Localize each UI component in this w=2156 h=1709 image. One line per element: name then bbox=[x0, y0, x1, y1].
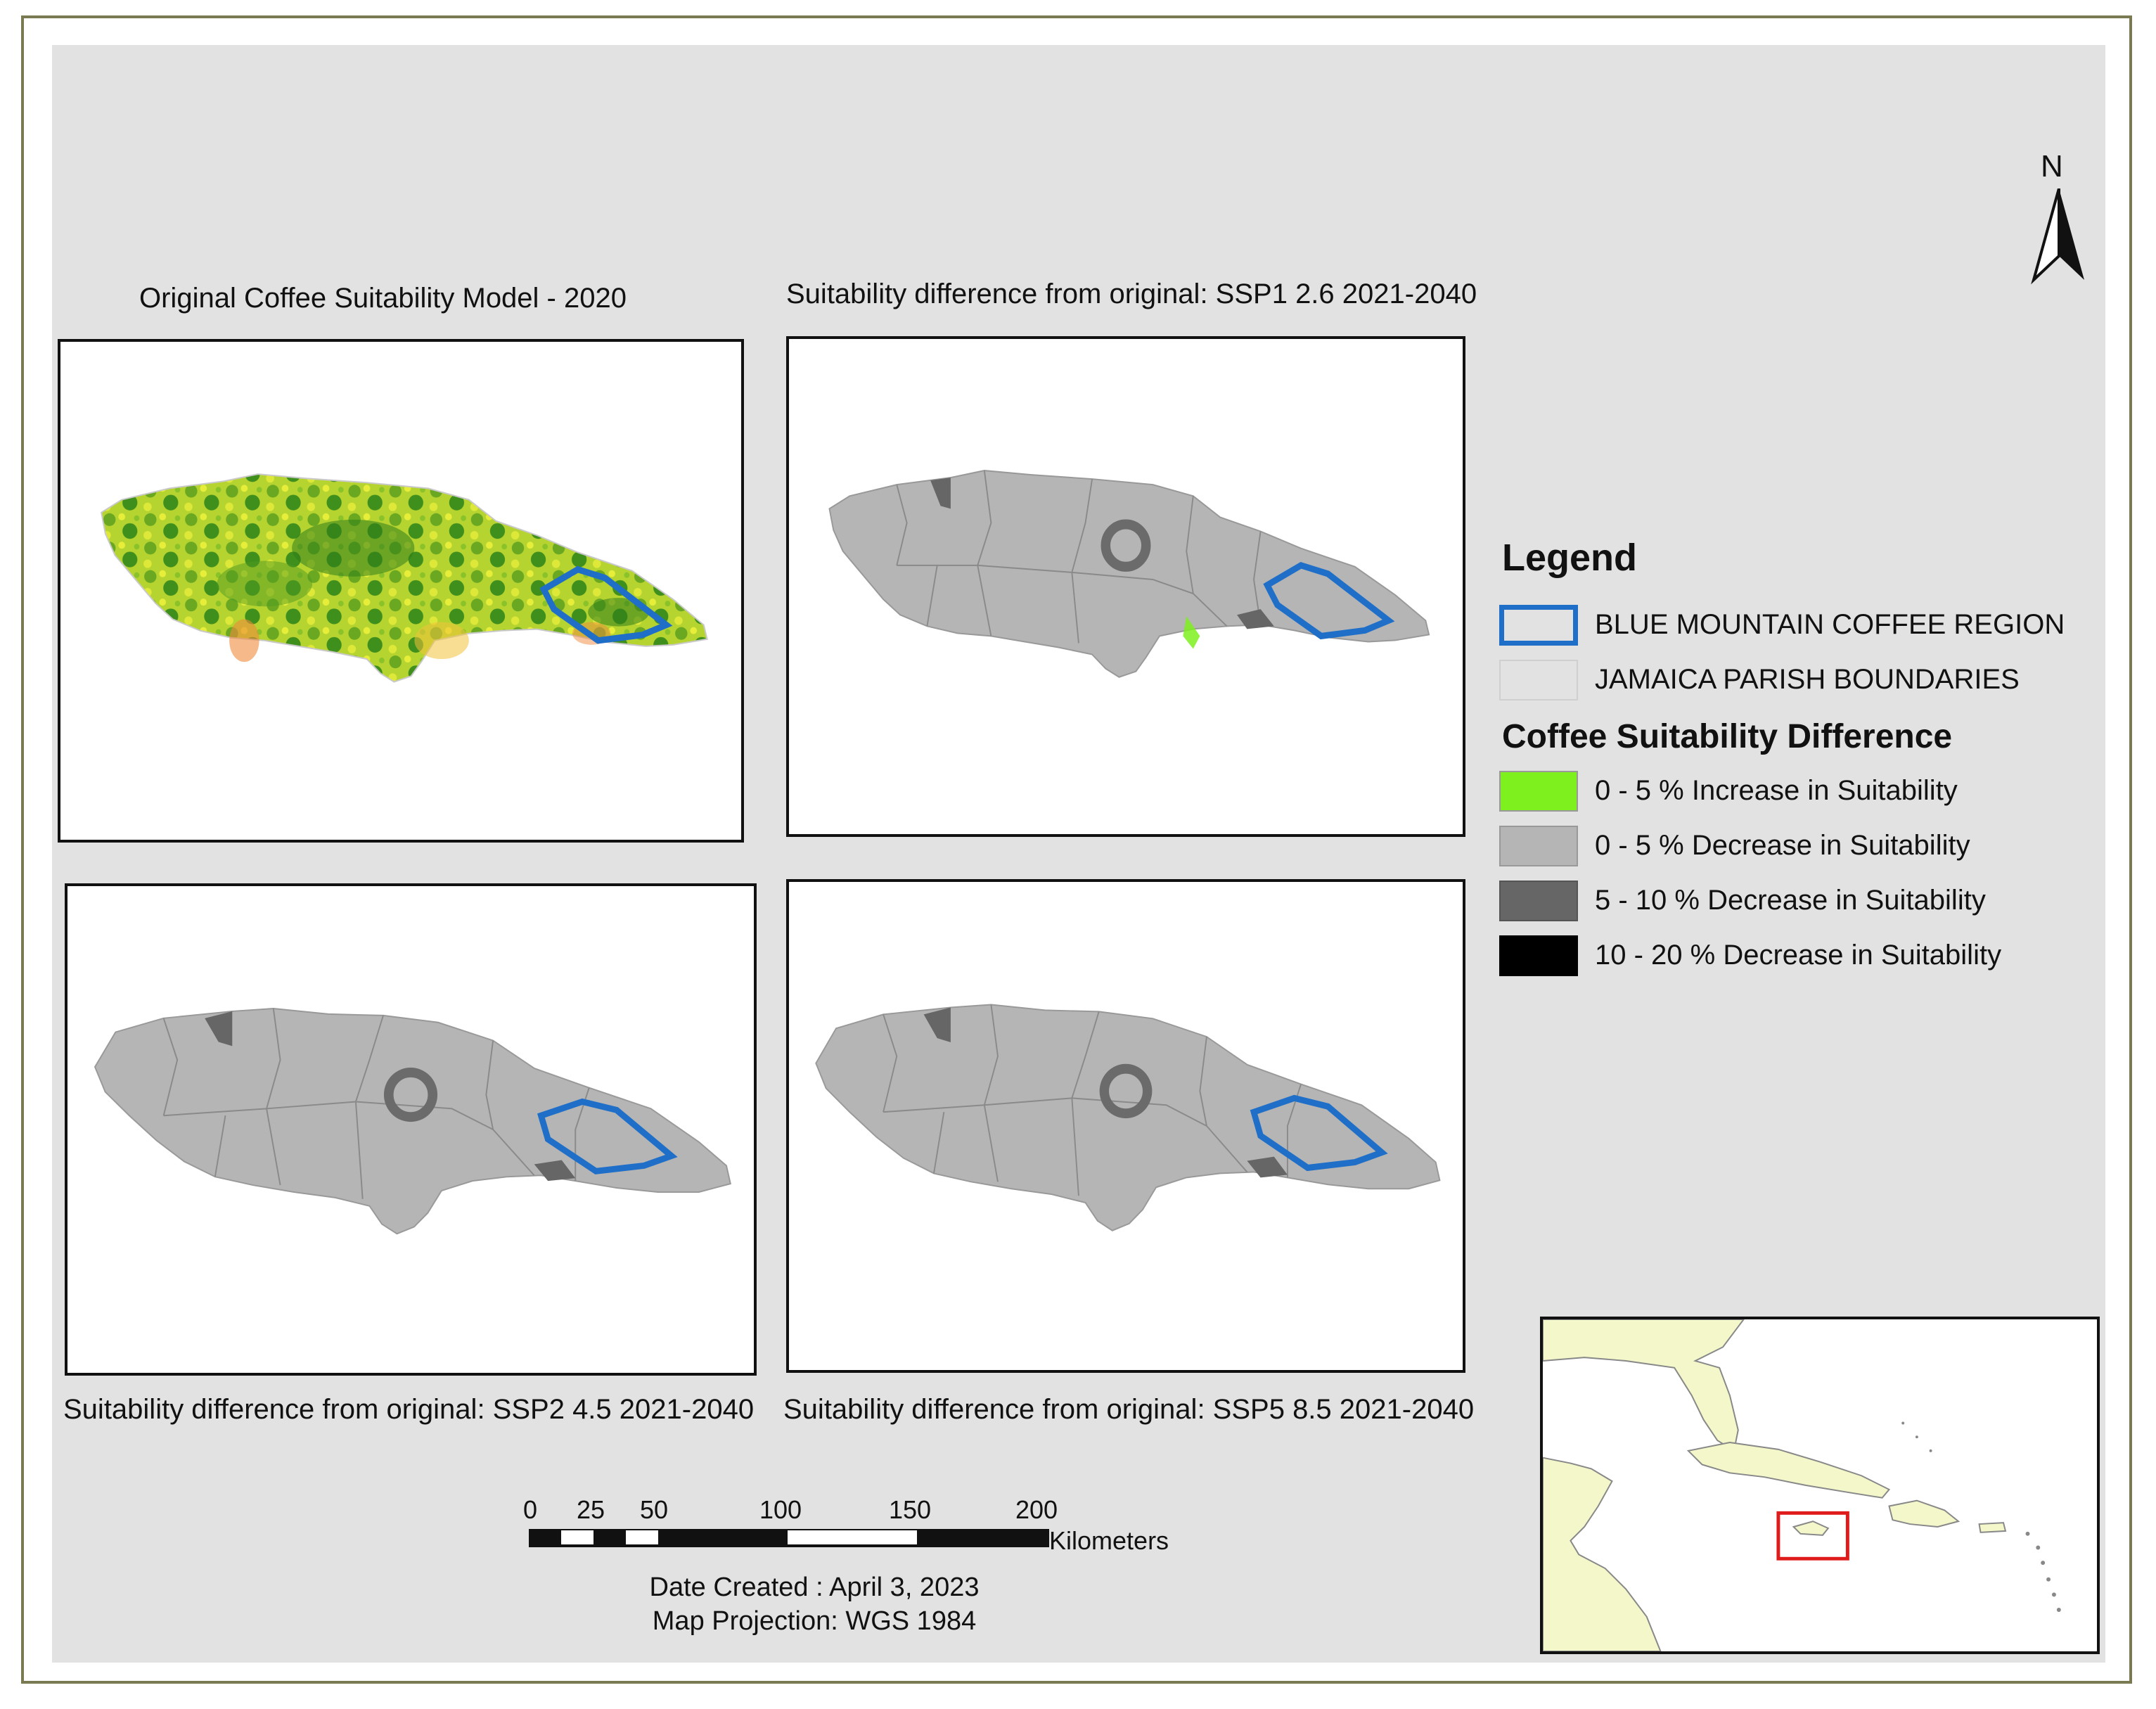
cuba bbox=[1686, 1442, 1891, 1499]
panel-title-ssp2: Suitability difference from original: SS… bbox=[63, 1394, 755, 1425]
jamaica-island bbox=[100, 473, 708, 683]
scale-tick-label: 0 bbox=[523, 1495, 538, 1524]
moderate-decrease-area bbox=[1247, 1156, 1288, 1178]
north-arrow-icon bbox=[2031, 188, 2084, 285]
legend-label: 0 - 5 % Decrease in Suitability bbox=[1595, 830, 1970, 861]
scale-bar-graphic bbox=[529, 1529, 1049, 1547]
moderate-decrease-area bbox=[534, 1160, 576, 1182]
scale-tick-label: 150 bbox=[889, 1495, 932, 1524]
class-swatch bbox=[1499, 881, 1578, 921]
date-created: Date Created : April 3, 2023 bbox=[649, 1573, 980, 1602]
map-projection: Map Projection: WGS 1984 bbox=[652, 1606, 977, 1636]
inset-locator-map bbox=[1540, 1317, 2100, 1654]
puerto-rico bbox=[1978, 1522, 2007, 1533]
parish-boundaries bbox=[896, 470, 1262, 644]
legend-title: Legend bbox=[1502, 537, 1638, 579]
jamaica-inset bbox=[1792, 1521, 1830, 1536]
suitability-legend-title: Coffee Suitability Difference bbox=[1502, 718, 1953, 755]
scale-tick-label: 25 bbox=[577, 1495, 605, 1524]
map-panel-ssp1 bbox=[786, 336, 1465, 837]
panel-title-original: Original Coffee Suitability Model - 2020 bbox=[139, 283, 627, 314]
legend-label: BLUE MOUNTAIN COFFEE REGION bbox=[1595, 609, 2065, 640]
decrease-ring bbox=[383, 1068, 438, 1122]
map-panel-ssp2 bbox=[65, 883, 757, 1376]
lesser-antilles bbox=[1901, 1421, 2061, 1612]
decrease-ring bbox=[1099, 1063, 1153, 1119]
scale-tick-label: 100 bbox=[759, 1495, 802, 1524]
parish-boundaries bbox=[162, 1008, 590, 1199]
moderate-decrease-area bbox=[205, 1011, 233, 1046]
class-swatch bbox=[1499, 826, 1578, 866]
blue-mountain-region bbox=[1263, 561, 1395, 640]
jamaica-suitability-map bbox=[100, 473, 708, 683]
legend-label: 0 - 5 % Increase in Suitability bbox=[1595, 775, 1958, 806]
blue-mountain-region bbox=[1250, 1094, 1388, 1172]
legend-label: JAMAICA PARISH BOUNDARIES bbox=[1595, 664, 2020, 695]
jamaica-ssp5-map bbox=[815, 1004, 1441, 1231]
moderate-decrease-area bbox=[923, 1007, 951, 1043]
jamaica-ssp1-map bbox=[828, 470, 1430, 678]
class-swatch bbox=[1499, 771, 1578, 812]
blue-mountain-region bbox=[537, 1098, 678, 1174]
jamaica-island bbox=[828, 470, 1430, 678]
map-panel-original bbox=[58, 339, 744, 843]
north-arrow: N bbox=[2031, 149, 2087, 290]
panel-title-ssp5: Suitability difference from original: SS… bbox=[783, 1394, 1475, 1425]
central-america bbox=[1543, 1457, 1662, 1651]
blue-mountain-swatch bbox=[1499, 605, 1578, 646]
north-label: N bbox=[2041, 149, 2063, 184]
hispaniola bbox=[1888, 1499, 1961, 1528]
parish-boundaries bbox=[883, 1004, 1302, 1196]
map-panel-ssp5 bbox=[786, 879, 1465, 1373]
jamaica-ssp2-map bbox=[94, 1007, 731, 1235]
scale-tick-label: 200 bbox=[1015, 1495, 1058, 1524]
caribbean-inset bbox=[1543, 1319, 2061, 1651]
increase-area bbox=[1183, 616, 1200, 649]
panel-title-ssp1: Suitability difference from original: SS… bbox=[786, 279, 1477, 309]
legend-label: 10 - 20 % Decrease in Suitability bbox=[1595, 940, 2002, 971]
florida bbox=[1543, 1319, 1745, 1452]
decrease-ring bbox=[1101, 519, 1151, 572]
blue-mountain-region bbox=[539, 565, 673, 644]
moderate-decrease-area bbox=[930, 478, 951, 509]
scale-unit: Kilometers bbox=[1049, 1526, 1169, 1555]
scale-bar: 0 25 50 100 150 200 Kilometers bbox=[520, 1490, 1195, 1560]
class-swatch bbox=[1499, 935, 1578, 976]
parish-swatch bbox=[1499, 660, 1578, 700]
scale-tick-label: 50 bbox=[640, 1495, 669, 1524]
jamaica-highlight-box bbox=[1776, 1511, 1849, 1561]
legend-label: 5 - 10 % Decrease in Suitability bbox=[1595, 885, 1986, 916]
moderate-decrease-area bbox=[1237, 609, 1274, 629]
